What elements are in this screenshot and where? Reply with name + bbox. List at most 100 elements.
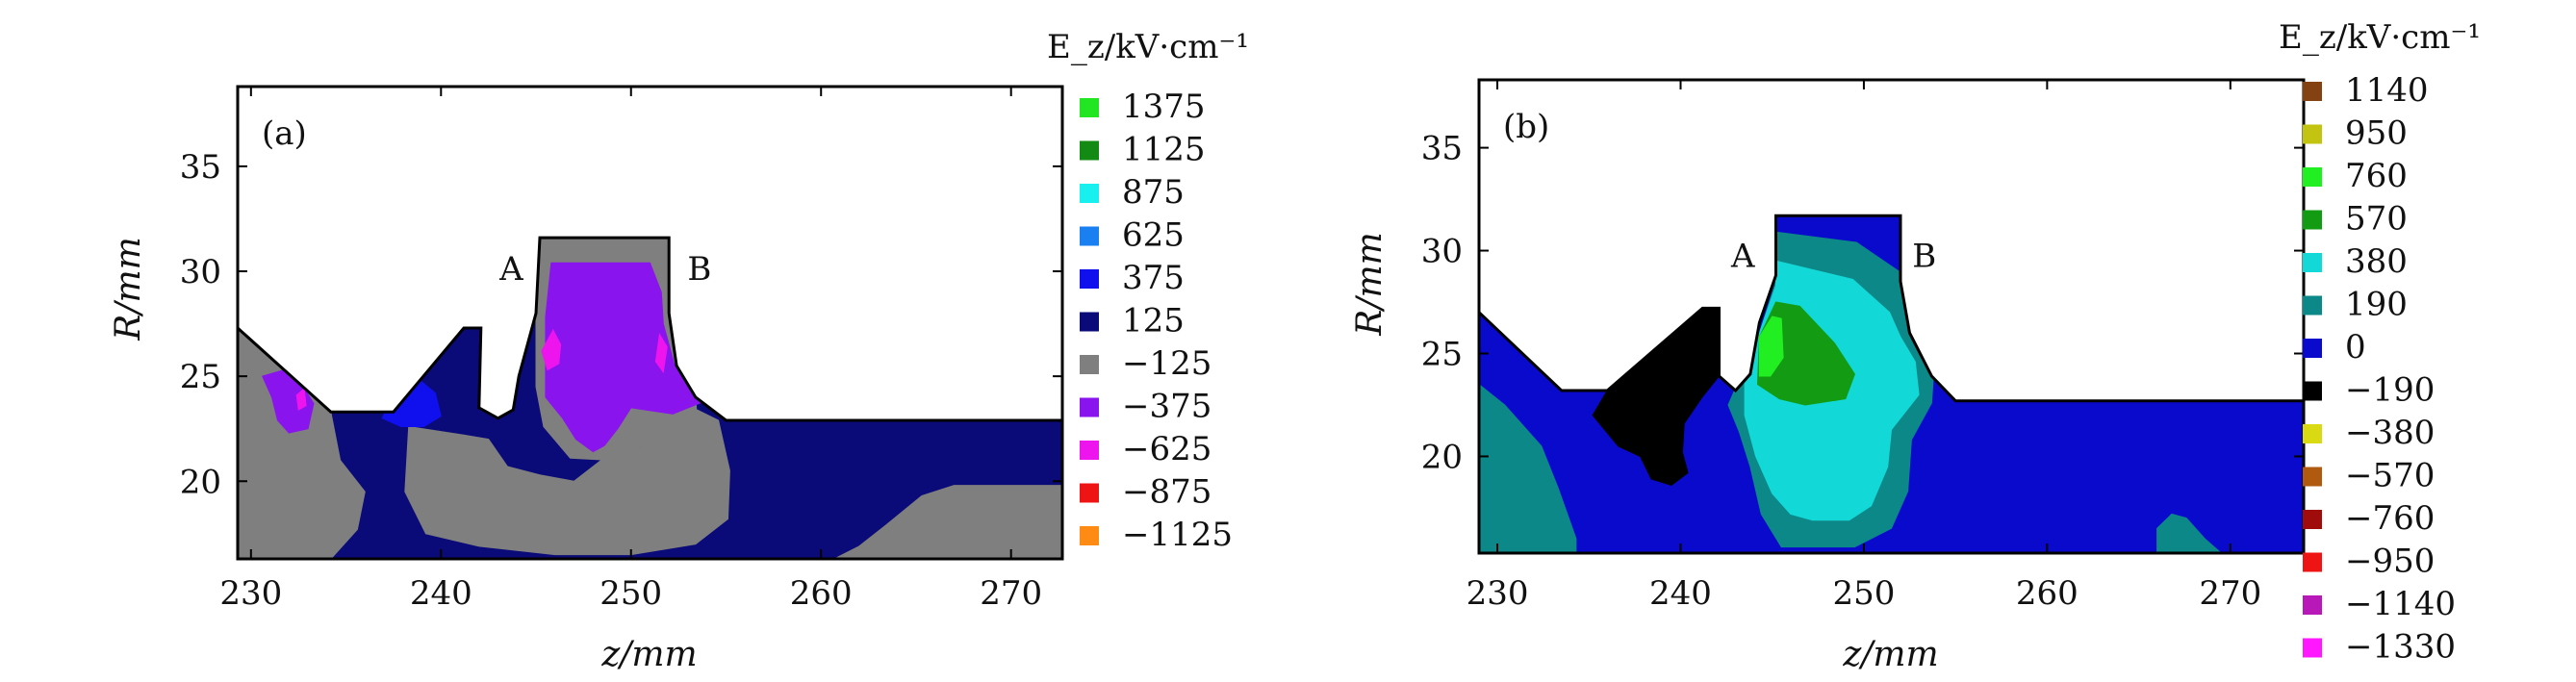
y-axis-label-b-text: R/mm bbox=[1350, 232, 1390, 337]
legend-label: 875 bbox=[1122, 173, 1185, 212]
legend-swatch bbox=[1080, 355, 1099, 374]
legend-label: 1375 bbox=[1122, 88, 1206, 126]
field-map-a bbox=[238, 237, 1062, 559]
x-tick-label: 250 bbox=[1832, 574, 1895, 613]
legend-label: −760 bbox=[2345, 499, 2435, 538]
legend-swatch bbox=[1080, 269, 1099, 289]
legend-swatch bbox=[2303, 424, 2322, 443]
legend-label: −1330 bbox=[2345, 628, 2456, 667]
legend-label: 0 bbox=[2345, 328, 2366, 366]
point-label-a: A bbox=[498, 250, 523, 289]
legend-label: −625 bbox=[1122, 430, 1211, 468]
y-axis-label-b: R/mm bbox=[1350, 232, 1390, 337]
legend-label: −125 bbox=[1122, 344, 1211, 383]
plot-frame-a bbox=[236, 85, 1064, 561]
x-tick-label: 260 bbox=[2016, 574, 2079, 613]
svg-text:z/mm: z/mm bbox=[600, 635, 697, 674]
x-tick-label: 270 bbox=[980, 574, 1042, 613]
legend-label: 190 bbox=[2345, 286, 2408, 324]
vacuum-region-a bbox=[238, 87, 1062, 420]
x-axis-b: 230 240 250 260 270 bbox=[1467, 80, 2261, 613]
electrode-outline-a bbox=[236, 236, 1062, 422]
x-axis-label-b-text: z/mm bbox=[1842, 635, 1938, 674]
legend-swatch bbox=[2303, 124, 2322, 144]
legend-swatch bbox=[2303, 167, 2322, 187]
legend-swatch bbox=[2303, 510, 2322, 529]
legend-label: 625 bbox=[1122, 216, 1185, 255]
legend-label: 1125 bbox=[1122, 131, 1206, 169]
panel-label-a: (a) bbox=[262, 114, 307, 153]
legend-swatch bbox=[2303, 82, 2322, 101]
legend-label: −875 bbox=[1122, 473, 1211, 512]
x-tick-label: 240 bbox=[1649, 574, 1712, 613]
y-tick-label: 25 bbox=[1421, 336, 1463, 374]
x-axis-label-a-text: z/mm bbox=[600, 635, 697, 674]
field-region-7 bbox=[1758, 316, 1784, 377]
legend-a: 1375 1125 875 625 375 125−125 −375 −625 −875 −112… bbox=[1080, 88, 1233, 554]
legend-swatch bbox=[2303, 552, 2322, 572]
field-region-8 bbox=[541, 329, 562, 371]
legend-label: −1140 bbox=[2345, 585, 2456, 623]
legend-swatch bbox=[1080, 184, 1099, 203]
x-tick-label: 250 bbox=[599, 574, 662, 613]
legend-swatch bbox=[1080, 140, 1099, 161]
y-tick-label: 35 bbox=[1421, 130, 1463, 168]
legend-label: 570 bbox=[2345, 200, 2408, 239]
field-region-6 bbox=[545, 262, 716, 453]
legend-swatch bbox=[2303, 295, 2322, 316]
legend-swatch bbox=[1080, 312, 1099, 332]
legend-label: 760 bbox=[2345, 157, 2408, 195]
point-label-b: B bbox=[1912, 238, 1936, 276]
legend-swatch bbox=[2303, 467, 2322, 487]
y-tick-label: 20 bbox=[1421, 438, 1463, 476]
x-axis-label-b: z/mm bbox=[1842, 635, 1938, 674]
field-region-4 bbox=[2156, 513, 2223, 553]
electrode-outline-b bbox=[1477, 214, 2304, 403]
y-axis-b: 20 25 30 35 bbox=[1421, 130, 2304, 476]
vacuum-region-b bbox=[1479, 80, 2304, 401]
legend-swatch bbox=[2303, 210, 2322, 230]
x-tick-label: 260 bbox=[790, 574, 853, 613]
svg-text:R/mm: R/mm bbox=[109, 237, 148, 341]
y-tick-label: 35 bbox=[180, 148, 221, 187]
legend-label: −950 bbox=[2345, 543, 2435, 581]
x-tick-label: 240 bbox=[410, 574, 472, 613]
legend-label: 125 bbox=[1122, 302, 1185, 341]
y-axis-label-a: R/mm bbox=[109, 237, 148, 341]
legend-label: 950 bbox=[2345, 114, 2408, 153]
legend-label: −570 bbox=[2345, 457, 2435, 495]
y-axis-label-a-text: R/mm bbox=[109, 237, 148, 341]
field-region-3 bbox=[1479, 383, 1577, 553]
legend-swatch bbox=[1080, 526, 1099, 545]
point-label-b: B bbox=[687, 250, 711, 289]
legend-swatch bbox=[2303, 595, 2322, 615]
legend-swatch bbox=[2303, 381, 2322, 401]
legend-swatch bbox=[2303, 638, 2322, 658]
legend-swatch bbox=[1080, 441, 1099, 460]
legend-swatch bbox=[1080, 98, 1099, 117]
point-label-a: A bbox=[1730, 238, 1755, 276]
y-tick-label: 30 bbox=[1421, 233, 1463, 271]
legend-swatch bbox=[1080, 483, 1099, 503]
legend-swatch bbox=[2303, 253, 2322, 272]
legend-label: −380 bbox=[2345, 414, 2435, 452]
legend-swatch bbox=[2303, 339, 2322, 358]
legend-label: 1140 bbox=[2345, 71, 2429, 110]
legend-label: −190 bbox=[2345, 371, 2435, 410]
legend-swatch bbox=[1080, 397, 1099, 417]
y-tick-label: 20 bbox=[180, 463, 221, 501]
x-tick-label: 230 bbox=[1467, 574, 1529, 613]
legend-title-a: E_z/kV·cm⁻¹ bbox=[1047, 28, 1249, 66]
legend-label: 380 bbox=[2345, 242, 2408, 281]
field-region-10 bbox=[295, 388, 307, 411]
field-region-5 bbox=[833, 485, 1062, 559]
y-tick-label: 30 bbox=[180, 253, 221, 291]
legend-label: −375 bbox=[1122, 388, 1211, 426]
legend-swatch bbox=[1080, 226, 1099, 246]
field-region-9 bbox=[654, 333, 668, 374]
